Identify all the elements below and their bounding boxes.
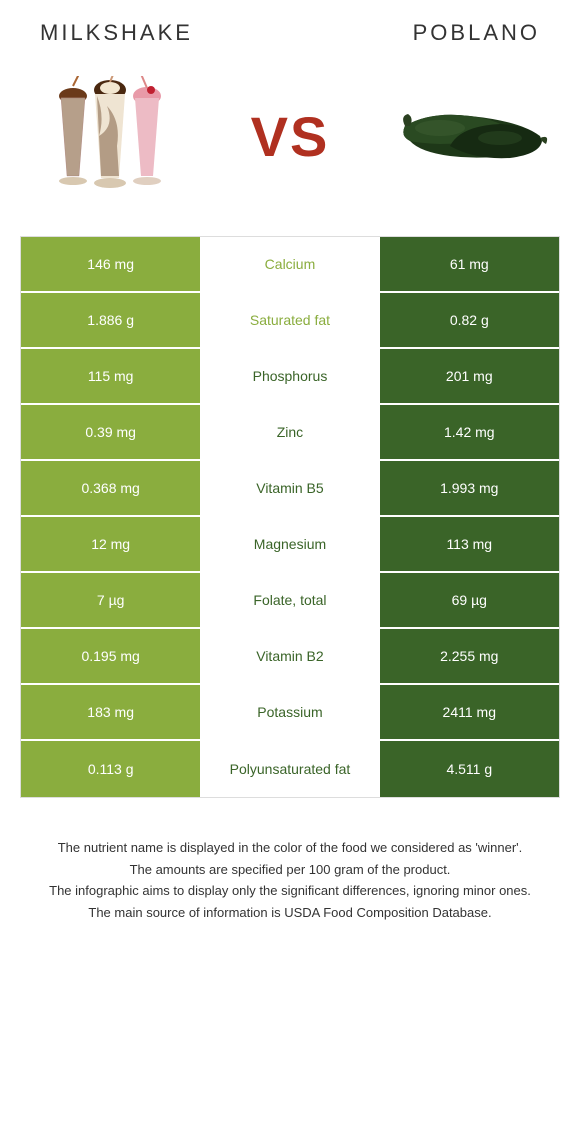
table-row: 183 mgPotassium2411 mg [21,685,559,741]
footer-line: The infographic aims to display only the… [30,881,550,901]
cell-right-value: 2411 mg [380,685,559,739]
cell-right-value: 0.82 g [380,293,559,347]
cell-nutrient-name: Vitamin B2 [200,629,379,683]
cell-nutrient-name: Phosphorus [200,349,379,403]
cell-left-value: 12 mg [21,517,200,571]
cell-right-value: 1.42 mg [380,405,559,459]
cell-right-value: 4.511 g [380,741,559,797]
title-left: MILKSHAKE [40,20,193,46]
cell-nutrient-name: Saturated fat [200,293,379,347]
poblano-image [390,76,550,196]
vs-text: VS [251,104,330,169]
footer-line: The amounts are specified per 100 gram o… [30,860,550,880]
cell-nutrient-name: Magnesium [200,517,379,571]
footer-text: The nutrient name is displayed in the co… [20,838,560,922]
table-row: 0.195 mgVitamin B22.255 mg [21,629,559,685]
cell-left-value: 146 mg [21,237,200,291]
table-row: 1.886 gSaturated fat0.82 g [21,293,559,349]
header: MILKSHAKE POBLANO [20,20,560,46]
cell-left-value: 0.39 mg [21,405,200,459]
cell-right-value: 201 mg [380,349,559,403]
cell-right-value: 2.255 mg [380,629,559,683]
vs-row: VS [20,76,560,196]
cell-right-value: 1.993 mg [380,461,559,515]
cell-nutrient-name: Calcium [200,237,379,291]
footer-line: The nutrient name is displayed in the co… [30,838,550,858]
table-row: 0.368 mgVitamin B51.993 mg [21,461,559,517]
cell-nutrient-name: Vitamin B5 [200,461,379,515]
footer-line: The main source of information is USDA F… [30,903,550,923]
title-right: POBLANO [413,20,540,46]
cell-right-value: 113 mg [380,517,559,571]
cell-left-value: 1.886 g [21,293,200,347]
table-row: 0.39 mgZinc1.42 mg [21,405,559,461]
cell-left-value: 7 µg [21,573,200,627]
cell-left-value: 0.368 mg [21,461,200,515]
nutrient-table: 146 mgCalcium61 mg1.886 gSaturated fat0.… [20,236,560,798]
cell-left-value: 0.113 g [21,741,200,797]
cell-left-value: 183 mg [21,685,200,739]
infographic: MILKSHAKE POBLANO [0,0,580,944]
milkshake-image [30,76,190,196]
cell-nutrient-name: Folate, total [200,573,379,627]
cell-left-value: 0.195 mg [21,629,200,683]
table-row: 115 mgPhosphorus201 mg [21,349,559,405]
cell-right-value: 69 µg [380,573,559,627]
cell-nutrient-name: Potassium [200,685,379,739]
cell-right-value: 61 mg [380,237,559,291]
cell-left-value: 115 mg [21,349,200,403]
table-row: 146 mgCalcium61 mg [21,237,559,293]
cell-nutrient-name: Zinc [200,405,379,459]
table-row: 7 µgFolate, total69 µg [21,573,559,629]
cell-nutrient-name: Polyunsaturated fat [200,741,379,797]
table-row: 12 mgMagnesium113 mg [21,517,559,573]
table-row: 0.113 gPolyunsaturated fat4.511 g [21,741,559,797]
